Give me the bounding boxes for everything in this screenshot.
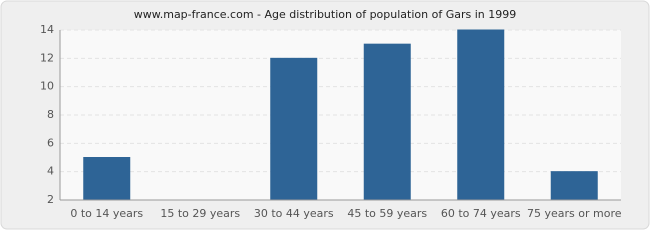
x-tick-label: 0 to 14 years [70,207,143,220]
x-tick-label: 15 to 29 years [160,207,240,220]
x-tick-label: 75 years or more [527,207,622,220]
x-tick-label: 30 to 44 years [254,207,334,220]
bar [83,157,131,201]
bar [363,43,411,201]
bar [270,57,318,201]
x-tick-label: 45 to 59 years [347,207,427,220]
y-tick-label: 12 [40,51,54,64]
y-tick-label: 2 [47,193,54,206]
x-tick-label: 60 to 74 years [441,207,521,220]
chart-title: www.map-france.com - Age distribution of… [134,8,516,21]
bar [550,171,598,201]
y-tick-label: 8 [47,108,54,121]
bar [457,29,505,201]
y-tick-label: 6 [47,136,54,149]
y-tick-label: 4 [47,165,54,178]
y-tick-label: 14 [40,23,54,36]
chart: www.map-france.com - Age distribution of… [0,0,650,230]
y-tick-label: 10 [40,80,54,93]
